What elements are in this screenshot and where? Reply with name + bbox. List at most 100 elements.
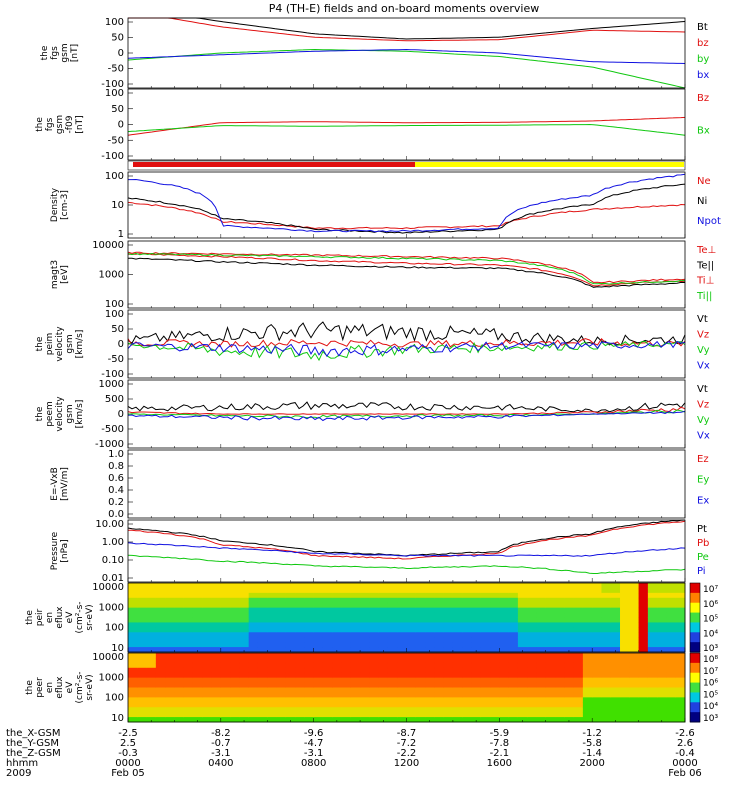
- heatmap-cell: [397, 692, 407, 698]
- heatmap-cell: [592, 612, 602, 618]
- heatmap-cell: [452, 602, 463, 609]
- heatmap-cell: [230, 602, 240, 609]
- heatmap-cell: [573, 622, 584, 628]
- legend-bx: bx: [697, 70, 709, 81]
- heatmap-cell: [257, 653, 268, 659]
- heatmap-cell: [397, 667, 407, 674]
- heatmap-cell: [369, 627, 380, 633]
- heatmap-cell: [490, 657, 500, 664]
- heatmap-cell: [332, 667, 343, 674]
- heatmap-cell: [369, 677, 380, 684]
- heatmap-cell: [369, 602, 380, 609]
- heatmap-cell: [666, 717, 677, 723]
- heatmap-cell: [601, 587, 612, 594]
- heatmap-cell: [434, 692, 445, 698]
- heatmap-cell: [647, 692, 658, 698]
- heatmap-cell: [527, 632, 537, 638]
- heatmap-cell: [610, 653, 621, 659]
- heatmap-cell: [137, 667, 148, 674]
- heatmap-cell: [657, 612, 667, 618]
- heatmap-cell: [267, 627, 278, 633]
- heatmap-cell: [425, 602, 435, 609]
- heatmap-cell: [257, 602, 268, 609]
- heatmap-cell: [564, 687, 575, 693]
- heatmap-cell: [165, 632, 175, 638]
- heatmap-cell: [536, 637, 547, 643]
- heatmap-cell: [462, 607, 472, 614]
- heatmap-cell: [220, 597, 231, 604]
- heatmap-cell: [239, 677, 250, 684]
- heatmap-cell: [248, 702, 259, 708]
- heatmap-cell: [527, 583, 537, 589]
- heatmap-cell: [425, 622, 435, 628]
- heatmap-cell: [675, 597, 686, 604]
- heatmap-cell: [239, 632, 250, 638]
- heatmap-cell: [165, 707, 175, 713]
- heatmap-cell: [183, 662, 194, 669]
- heatmap-cell: [555, 657, 565, 664]
- heatmap-cell: [313, 653, 324, 659]
- heatmap-cell: [434, 647, 445, 653]
- heatmap-cell: [452, 662, 463, 669]
- heatmap-cell: [304, 627, 315, 633]
- heatmap-cell: [675, 647, 686, 653]
- heatmap-cell: [165, 682, 175, 688]
- heatmap-cell: [601, 717, 612, 723]
- heatmap-cell: [666, 667, 677, 674]
- heatmap-cell: [452, 682, 463, 688]
- heatmap-cell: [452, 612, 463, 618]
- heatmap-cell: [387, 702, 398, 708]
- heatmap-cell: [638, 637, 649, 643]
- legend-Ti||: Ti||: [696, 291, 712, 302]
- heatmap-cell: [434, 687, 445, 693]
- heatmap-cell: [220, 682, 231, 688]
- heatmap-cell: [555, 592, 565, 599]
- heatmap-cell: [480, 607, 491, 614]
- heatmap-cell: [276, 612, 287, 618]
- heatmap-cell: [657, 632, 667, 638]
- heatmap-cell: [647, 677, 658, 684]
- axis-row-label: 2009: [6, 768, 31, 779]
- heatmap-cell: [629, 612, 640, 618]
- heatmap-cell: [545, 682, 556, 688]
- heatmap-cell: [378, 642, 389, 648]
- heatmap-cell: [276, 717, 287, 723]
- heatmap-cell: [620, 667, 630, 674]
- heatmap-cell: [582, 697, 593, 703]
- heatmap-cell: [192, 637, 203, 643]
- heatmap-cell: [601, 602, 612, 609]
- heatmap-cell: [397, 592, 407, 599]
- heatmap-cell: [582, 597, 593, 604]
- heatmap-cell: [341, 692, 352, 698]
- heatmap-cell: [387, 597, 398, 604]
- heatmap-cell: [647, 637, 658, 643]
- heatmap-cell: [462, 657, 472, 664]
- heatmap-cell: [629, 622, 640, 628]
- heatmap-cell: [211, 687, 222, 693]
- heatmap-cell: [165, 667, 175, 674]
- legend-Ne: Ne: [697, 176, 711, 187]
- heatmap-cell: [629, 672, 640, 679]
- heatmap-cell: [415, 672, 426, 679]
- heatmap-cell: [304, 657, 315, 664]
- ytick-label: 100: [105, 171, 124, 182]
- heatmap-cell: [137, 602, 148, 609]
- heatmap-cell: [657, 692, 667, 698]
- heatmap-cell: [183, 667, 194, 674]
- heatmap-cell: [425, 707, 435, 713]
- heatmap-cell: [397, 637, 407, 643]
- heatmap-cell: [471, 707, 482, 713]
- heatmap-cell: [369, 697, 380, 703]
- heatmap-cell: [137, 583, 148, 589]
- colorbar-segment: [690, 632, 700, 643]
- heatmap-cell: [480, 662, 491, 669]
- axis-row-value: -5.9: [490, 728, 510, 739]
- heatmap-cell: [415, 667, 426, 674]
- heatmap-cell: [443, 677, 454, 684]
- heatmap-cell: [202, 692, 213, 698]
- heatmap-cell: [638, 622, 649, 628]
- heatmap-cell: [647, 712, 658, 718]
- heatmap-cell: [425, 637, 435, 643]
- heatmap-cell: [257, 612, 268, 618]
- heatmap-cell: [248, 642, 259, 648]
